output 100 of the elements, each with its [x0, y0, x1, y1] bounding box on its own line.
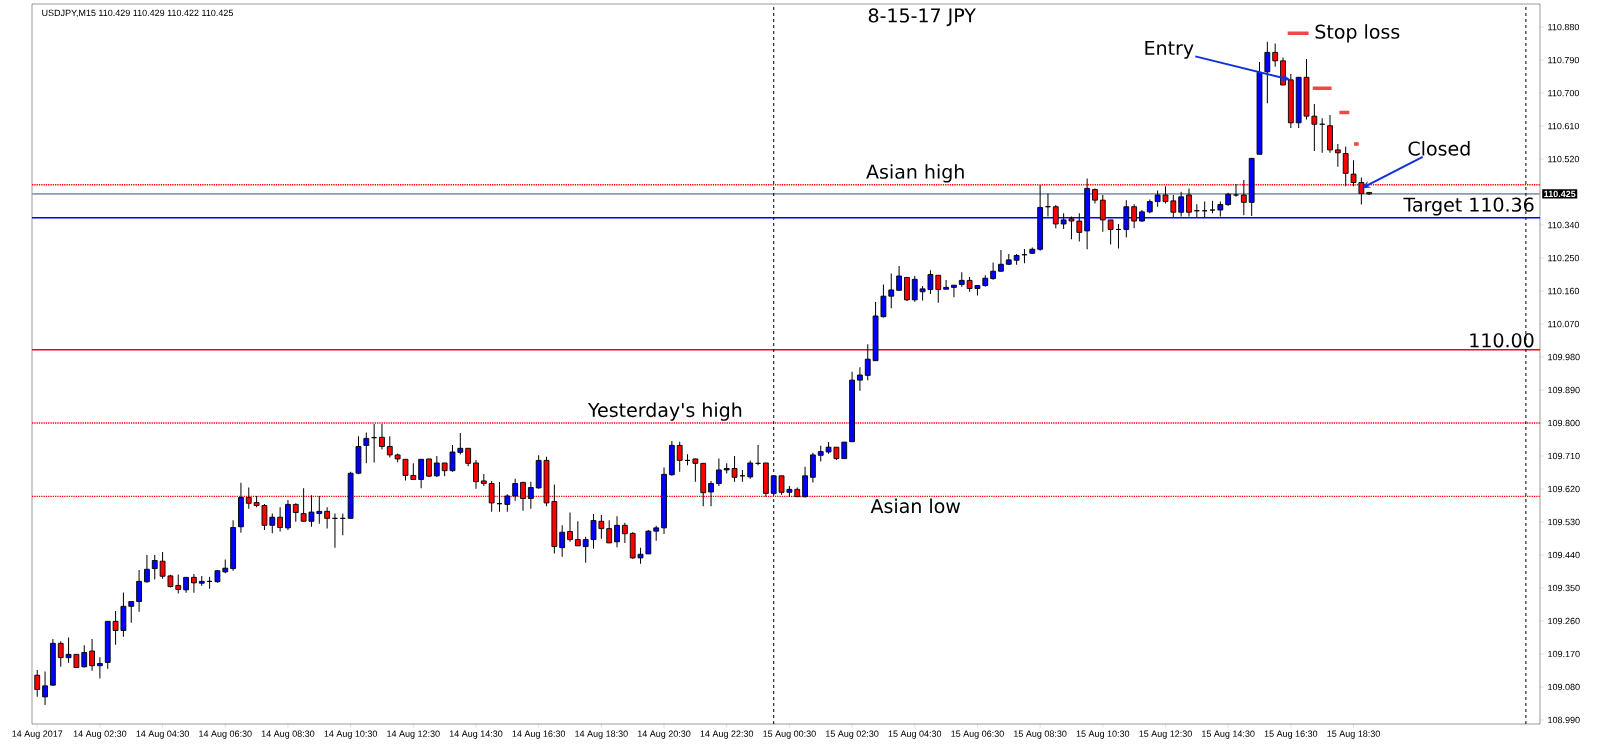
y-tick-label: 110.610 — [1548, 122, 1580, 130]
y-tick-label: 110.340 — [1548, 221, 1580, 229]
x-tick-label: 14 Aug 2017 — [12, 730, 63, 739]
candlestick — [292, 502, 299, 523]
x-tick-label: 14 Aug 10:30 — [324, 730, 378, 739]
candlestick — [418, 458, 425, 489]
x-tick-label: 14 Aug 08:30 — [261, 730, 315, 739]
candlestick — [606, 519, 613, 544]
x-tick-label: 14 Aug 20:30 — [637, 730, 691, 739]
ref-line-label: 110.00 — [1470, 333, 1534, 348]
candlestick — [363, 432, 370, 464]
candlestick — [559, 524, 566, 558]
x-tick-label: 14 Aug 04:30 — [136, 730, 189, 739]
candlestick — [676, 441, 683, 473]
candlestick — [692, 458, 699, 483]
y-tick-label: 109.890 — [1548, 386, 1580, 394]
candlestick — [614, 515, 620, 548]
candlestick — [708, 480, 714, 507]
candlestick — [998, 249, 1004, 273]
ref-line-label: 110.425 — [1544, 190, 1576, 198]
candlestick — [42, 671, 48, 706]
y-tick-label: 109.620 — [1548, 485, 1580, 493]
x-tick-label: 14 Aug 02:30 — [73, 730, 127, 739]
y-tick-label: 110.700 — [1548, 89, 1580, 97]
candlestick — [990, 261, 996, 281]
x-tick-label: 14 Aug 06:30 — [199, 730, 252, 739]
candlestick — [567, 511, 573, 543]
candlestick — [1334, 143, 1341, 168]
candlestick — [527, 481, 534, 510]
candlestick — [621, 522, 628, 544]
candlestick — [802, 466, 808, 498]
candlestick — [1186, 187, 1192, 218]
ref-line-label: Asian high — [866, 164, 964, 183]
candlestick — [715, 458, 722, 487]
x-tick-label: 15 Aug 10:30 — [1076, 730, 1130, 739]
candlestick — [386, 435, 393, 458]
candlestick — [1099, 194, 1106, 233]
y-tick-label: 109.080 — [1548, 683, 1580, 691]
candlestick — [285, 499, 291, 531]
candlestick — [473, 459, 479, 490]
annotation: Entry — [1145, 40, 1194, 59]
x-tick-label: 15 Aug 16:30 — [1264, 730, 1318, 739]
candlestick — [1131, 203, 1138, 229]
x-tick-label: 15 Aug 12:30 — [1139, 730, 1192, 739]
y-tick-label: 109.530 — [1548, 518, 1580, 526]
x-tick-label: 14 Aug 22:30 — [700, 730, 754, 739]
candlestick — [97, 656, 103, 680]
x-tick-label: 14 Aug 14:30 — [449, 730, 503, 739]
candlestick — [904, 276, 910, 302]
y-tick-label: 108.990 — [1548, 716, 1580, 724]
candlestick — [747, 459, 754, 480]
ref-line-label: Asian low — [870, 498, 961, 514]
y-tick-label: 109.170 — [1548, 650, 1580, 658]
candlestick — [1272, 43, 1279, 68]
candlestick — [943, 279, 949, 290]
x-tick-label: 15 Aug 08:30 — [1014, 730, 1067, 739]
candlestick — [433, 455, 440, 478]
candlestick — [191, 573, 197, 594]
y-tick-label: 110.250 — [1548, 254, 1580, 262]
candlestick — [34, 669, 41, 698]
y-tick-label: 110.160 — [1548, 287, 1580, 295]
candlestick — [896, 265, 902, 291]
candlestick — [951, 284, 957, 298]
candlestick — [144, 554, 150, 584]
y-tick-label: 109.710 — [1548, 452, 1580, 460]
y-tick-label: 110.520 — [1548, 155, 1580, 163]
y-tick-label: 109.800 — [1548, 419, 1580, 427]
candlestick — [81, 644, 88, 669]
candlestick — [1052, 204, 1059, 229]
ref-line-label: Yesterday's high — [587, 402, 742, 421]
y-tick-label: 109.260 — [1548, 617, 1580, 625]
annotation: Closed — [1408, 141, 1470, 156]
candlestick — [1264, 41, 1271, 104]
ref-line-label: Target 110.36 — [1403, 197, 1534, 216]
y-tick-label: 110.070 — [1548, 320, 1580, 328]
candlestick — [324, 506, 331, 530]
x-tick-label: 15 Aug 14:30 — [1202, 730, 1255, 739]
chart-title: 8-15-17 JPY — [868, 8, 976, 27]
candlestick — [89, 638, 95, 672]
x-tick-label: 15 Aug 18:30 — [1327, 730, 1380, 739]
candlestick — [810, 452, 816, 483]
y-tick-label: 110.790 — [1548, 56, 1580, 64]
candlestick — [574, 520, 581, 547]
x-tick-label: 14 Aug 18:30 — [575, 730, 628, 739]
candlestick — [512, 478, 519, 502]
y-tick-label: 109.350 — [1548, 584, 1580, 592]
candlestick — [857, 366, 863, 392]
candlestick — [136, 569, 142, 613]
x-tick-label: 14 Aug 16:30 — [512, 730, 566, 739]
candlestick — [277, 506, 284, 533]
annotation: USDJPY,M15 110.429 110.429 110.422 110.425 — [42, 9, 233, 18]
y-tick-label: 110.880 — [1548, 23, 1580, 31]
x-tick-label: 15 Aug 02:30 — [825, 730, 879, 739]
y-tick-label: 109.980 — [1548, 353, 1580, 361]
annotation: Stop loss — [1315, 24, 1400, 43]
x-tick-label: 15 Aug 04:30 — [888, 730, 942, 739]
x-tick-label: 14 Aug 12:30 — [387, 730, 440, 739]
x-tick-label: 15 Aug 00:30 — [763, 730, 816, 739]
candlestick — [1107, 219, 1114, 245]
x-tick-label: 15 Aug 06:30 — [951, 730, 1004, 739]
